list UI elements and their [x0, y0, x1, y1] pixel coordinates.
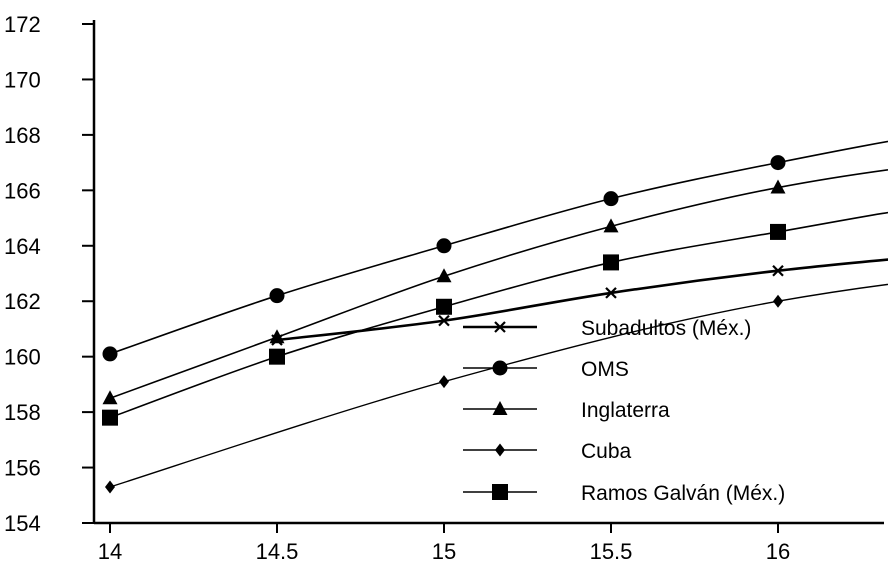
data-point	[773, 294, 783, 308]
x-tick-label: 15.5	[590, 539, 633, 564]
data-point	[603, 254, 619, 271]
data-point	[102, 409, 118, 426]
legend-item: Cuba	[463, 440, 632, 463]
data-point	[436, 298, 452, 315]
data-point	[603, 191, 619, 207]
legend-item: Inglaterra	[463, 399, 670, 422]
data-point	[770, 223, 786, 240]
series-triangle	[102, 168, 888, 405]
data-point	[436, 268, 452, 283]
legend-marker	[492, 401, 508, 415]
data-point	[438, 314, 450, 327]
legend-label: Cuba	[581, 440, 632, 463]
data-point	[770, 179, 786, 194]
data-point	[102, 390, 118, 405]
data-point	[105, 480, 115, 494]
legend-label: OMS	[581, 358, 629, 381]
x-tick-label: 16	[766, 539, 790, 564]
y-tick-label: 154	[4, 511, 41, 536]
y-tick-label: 162	[4, 289, 41, 314]
data-point	[605, 287, 617, 299]
legend: Subadultos (Méx.) OMS Inglaterra Cuba Ramos …	[463, 317, 785, 505]
marker-stroke	[605, 287, 617, 299]
legend-marker	[492, 484, 508, 500]
legend-item: Subadultos (Méx.)	[463, 317, 751, 340]
x-tick-label: 14.5	[256, 539, 299, 564]
y-tick-label: 170	[4, 67, 41, 92]
axes: 154 156 158 160 162 164 166 168 170 172 14 14.5 15 15…	[4, 12, 884, 564]
data-point	[439, 375, 449, 389]
series-layer	[102, 140, 888, 494]
series-x-cross	[271, 258, 888, 346]
series-diamond	[105, 283, 888, 494]
data-point	[436, 238, 452, 254]
data-point	[269, 329, 285, 344]
data-point	[269, 288, 285, 304]
series-line	[109, 211, 888, 419]
legend-marker	[494, 321, 506, 333]
y-tick-label: 166	[4, 178, 41, 203]
y-tick-label: 164	[4, 234, 41, 259]
series-line	[109, 168, 888, 400]
data-point	[603, 218, 619, 233]
marker-stroke	[438, 314, 450, 327]
data-point	[269, 348, 285, 365]
legend-marker	[492, 360, 508, 376]
series-line	[276, 258, 888, 342]
y-tick-label: 158	[4, 400, 41, 425]
series-square	[102, 211, 888, 426]
data-point	[772, 264, 784, 277]
y-tick-label: 160	[4, 345, 41, 370]
data-point	[770, 155, 786, 171]
legend-label: Ramos Galván (Méx.)	[581, 482, 785, 505]
y-tick-label: 156	[4, 456, 41, 481]
y-tick-label: 172	[4, 12, 41, 37]
legend-item: OMS	[463, 358, 629, 381]
x-tick-label: 15	[432, 539, 456, 564]
legend-label: Inglaterra	[581, 399, 670, 422]
legend-item: Ramos Galván (Méx.)	[463, 482, 785, 505]
legend-marker	[495, 443, 505, 457]
data-point	[102, 346, 118, 362]
marker-stroke	[772, 264, 784, 277]
x-tick-label: 14	[98, 539, 122, 564]
marker-stroke	[494, 321, 506, 333]
legend-label: Subadultos (Méx.)	[581, 317, 751, 340]
y-tick-label: 168	[4, 123, 41, 148]
series-circle	[102, 140, 888, 362]
